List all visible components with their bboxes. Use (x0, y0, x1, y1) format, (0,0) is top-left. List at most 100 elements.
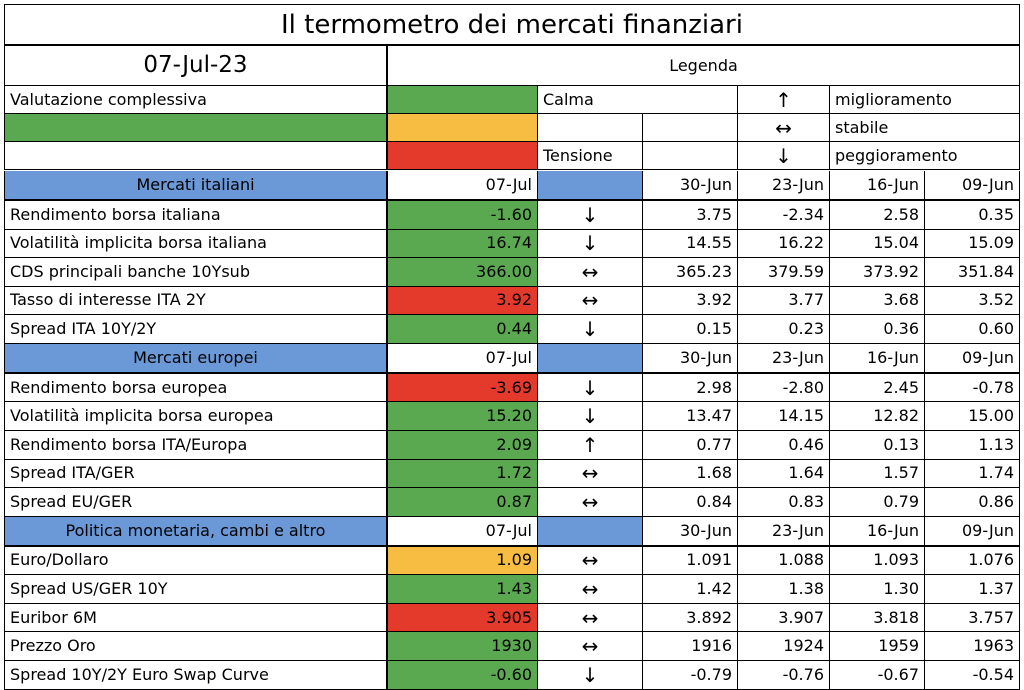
current-value-cell: 3.905 (388, 603, 538, 633)
column-header-date: 09-Jun (925, 516, 1020, 547)
indicator-label: Spread ITA/GER (4, 459, 388, 489)
arrow-down-icon: ↓ (538, 315, 643, 344)
overall-label: Valutazione complessiva (4, 86, 388, 114)
indicator-label: CDS principali banche 10Ysub (4, 258, 388, 287)
history-value-cell: 0.60 (925, 315, 1020, 344)
history-value-cell: 1.13 (925, 430, 1020, 460)
history-value-cell: 1.42 (643, 575, 738, 604)
arrow-down-icon: ↓ (738, 142, 830, 170)
section-header: Mercati italiani (4, 171, 388, 201)
arrow-down-icon: ↓ (538, 229, 643, 259)
history-value-cell: 3.818 (830, 603, 925, 633)
current-value-cell: 16.74 (388, 229, 538, 259)
report-date: 07-Jul-23 (4, 46, 388, 86)
current-value-cell: 1.43 (388, 575, 538, 604)
arrow-left-right-icon: ↔ (538, 575, 643, 604)
history-value-cell: 0.77 (643, 430, 738, 460)
history-value-cell: 0.46 (738, 430, 830, 460)
history-value-cell: 1916 (643, 632, 738, 661)
history-value-cell: 15.09 (925, 229, 1020, 259)
legend-green-swatch (388, 86, 538, 114)
arrow-left-right-icon: ↔ (538, 286, 643, 316)
arrow-left-right-icon: ↔ (538, 488, 643, 517)
column-header-date: 16-Jun (830, 171, 925, 201)
history-value-cell: 0.23 (738, 315, 830, 344)
indicator-label: Prezzo Oro (4, 632, 388, 661)
legend-arrow-label: peggioramento (830, 142, 1020, 170)
column-header-date: 30-Jun (643, 171, 738, 201)
section-header-blue-fill (538, 516, 643, 547)
column-header-date: 09-Jun (925, 343, 1020, 374)
indicator-label: Rendimento borsa ITA/Europa (4, 430, 388, 460)
history-value-cell: 373.92 (830, 258, 925, 287)
legend-arrow-label: stabile (830, 114, 1020, 142)
history-value-cell: 1.091 (643, 546, 738, 576)
current-value-cell: 2.09 (388, 430, 538, 460)
arrow-down-icon: ↓ (538, 373, 643, 403)
column-header-date: 16-Jun (830, 343, 925, 374)
history-value-cell: 0.86 (925, 488, 1020, 517)
history-value-cell: 14.55 (643, 229, 738, 259)
history-value-cell: 3.892 (643, 603, 738, 633)
history-value-cell: 1.37 (925, 575, 1020, 604)
history-value-cell: 1.38 (738, 575, 830, 604)
history-value-cell: 0.13 (830, 430, 925, 460)
history-value-cell: 365.23 (643, 258, 738, 287)
indicator-label: Euribor 6M (4, 603, 388, 633)
indicator-label: Spread EU/GER (4, 488, 388, 517)
current-value-cell: 0.87 (388, 488, 538, 517)
current-value-cell: 1.72 (388, 459, 538, 489)
history-value-cell: 15.04 (830, 229, 925, 259)
section-header-blue-fill (538, 171, 643, 201)
history-value-cell: 2.58 (830, 201, 925, 230)
current-value-cell: 366.00 (388, 258, 538, 287)
column-header-date: 23-Jun (738, 171, 830, 201)
arrow-left-right-icon: ↔ (538, 258, 643, 287)
history-value-cell: 0.84 (643, 488, 738, 517)
history-value-cell: 3.52 (925, 286, 1020, 316)
indicator-label: Rendimento borsa europea (4, 373, 388, 403)
indicator-label: Spread US/GER 10Y (4, 575, 388, 604)
history-value-cell: 1.68 (643, 459, 738, 489)
column-header-date: 30-Jun (643, 516, 738, 547)
current-value-cell: -1.60 (388, 201, 538, 230)
arrow-down-icon: ↓ (538, 402, 643, 431)
overall-status-swatch (4, 114, 388, 142)
history-value-cell: 1924 (738, 632, 830, 661)
history-value-cell: 16.22 (738, 229, 830, 259)
legend-empty-cell (538, 114, 643, 142)
legend-arrow-label: miglioramento (830, 86, 1020, 114)
current-value-cell: -0.60 (388, 660, 538, 690)
arrow-down-icon: ↓ (538, 201, 643, 230)
history-value-cell: -0.76 (738, 660, 830, 690)
history-value-cell: -0.78 (925, 373, 1020, 403)
history-value-cell: 3.92 (643, 286, 738, 316)
history-value-cell: 1959 (830, 632, 925, 661)
history-value-cell: 1.30 (830, 575, 925, 604)
history-value-cell: -2.34 (738, 201, 830, 230)
history-value-cell: 3.68 (830, 286, 925, 316)
column-header-date: 30-Jun (643, 343, 738, 374)
current-value-cell: 3.92 (388, 286, 538, 316)
history-value-cell: -2.80 (738, 373, 830, 403)
arrow-up-icon: ↑ (538, 430, 643, 460)
history-value-cell: -0.54 (925, 660, 1020, 690)
page-title: Il termometro dei mercati finanziari (4, 4, 1020, 46)
history-value-cell: 1963 (925, 632, 1020, 661)
legend-calma-label: Calma (538, 86, 738, 114)
history-value-cell: 1.74 (925, 459, 1020, 489)
arrow-left-right-icon: ↔ (538, 632, 643, 661)
arrow-left-right-icon: ↔ (538, 546, 643, 576)
history-value-cell: 13.47 (643, 402, 738, 431)
arrow-left-right-icon: ↔ (738, 114, 830, 142)
history-value-cell: 0.15 (643, 315, 738, 344)
history-value-cell: -0.67 (830, 660, 925, 690)
history-value-cell: 0.79 (830, 488, 925, 517)
history-value-cell: 1.64 (738, 459, 830, 489)
current-value-cell: -3.69 (388, 373, 538, 403)
indicator-label: Rendimento borsa italiana (4, 201, 388, 230)
history-value-cell: -0.79 (643, 660, 738, 690)
section-header-blue-fill (538, 343, 643, 374)
column-header-current: 07-Jul (388, 171, 538, 201)
